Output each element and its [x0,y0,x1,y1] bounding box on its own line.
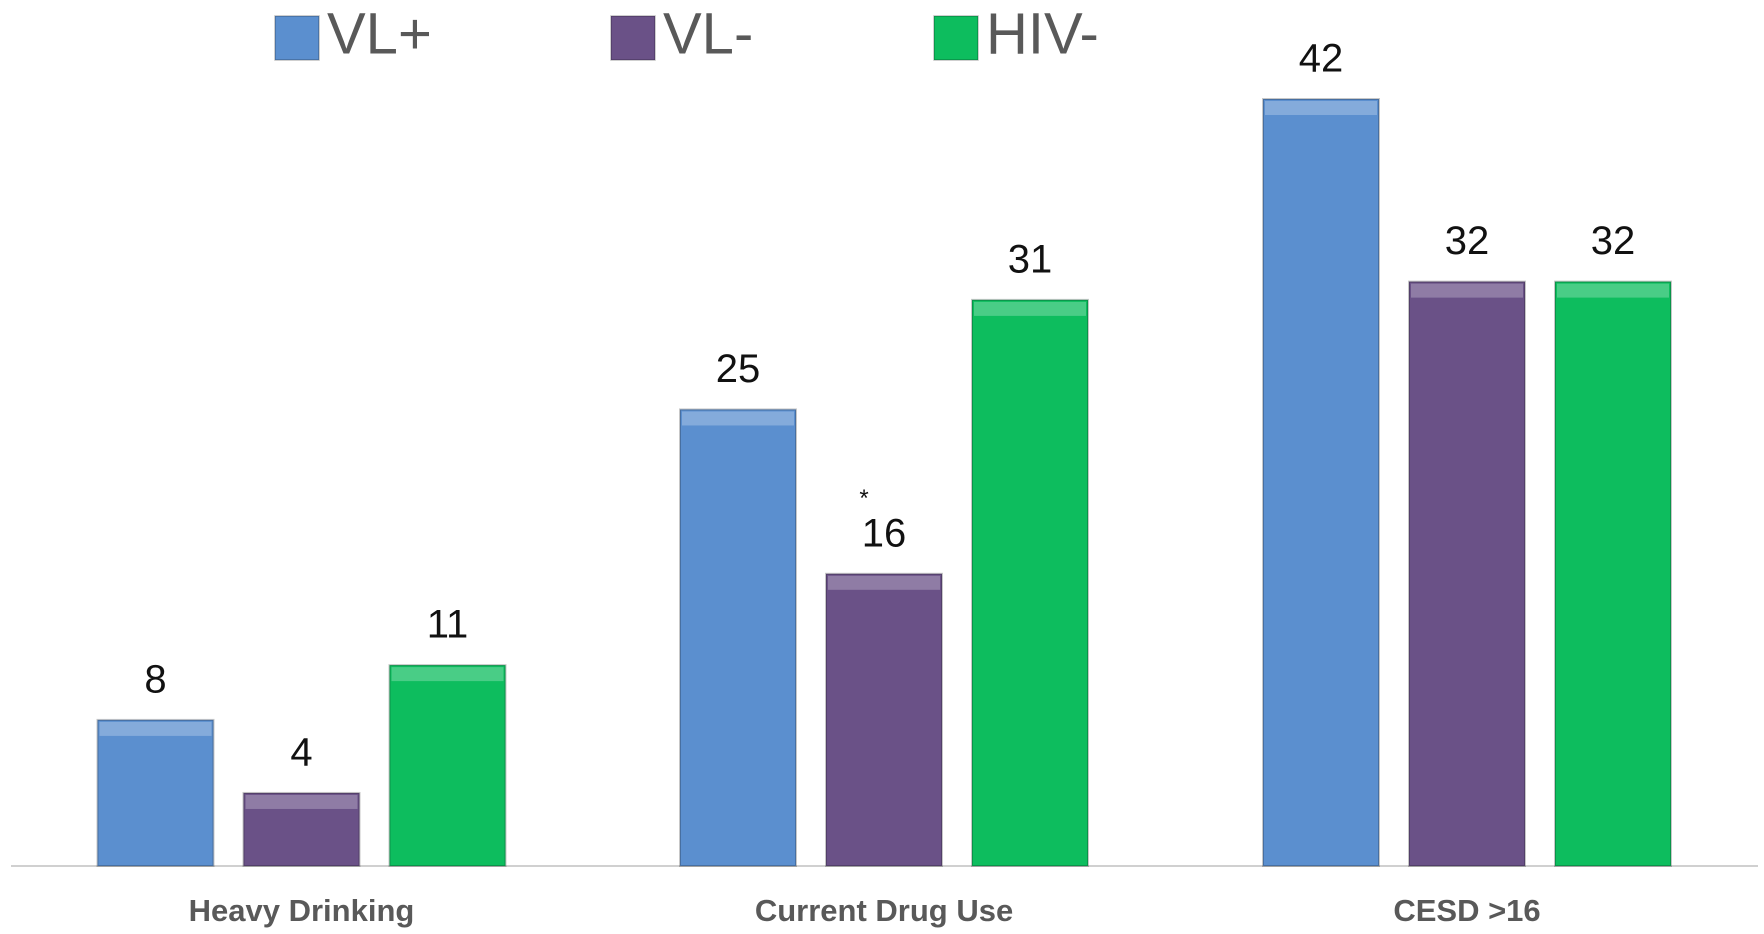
bar [242,791,361,868]
value-label: 32 [1591,219,1636,263]
legend-label: VL+ [327,1,432,66]
bar-bevel [245,794,358,809]
value-label: 4 [290,731,312,775]
bar-bevel [1265,101,1377,115]
legend-label: VL- [663,1,753,66]
bar [679,408,797,867]
bar-bevel [99,721,212,736]
bar [1408,280,1526,868]
bar [96,718,215,868]
bar-bevel [391,667,504,682]
value-label: 32 [1445,219,1490,263]
legend-swatch [933,15,979,61]
legend-swatch [274,15,320,61]
value-label: 8 [144,657,166,701]
x-tick-label: Heavy Drinking [189,893,415,928]
bar-bevel [1411,283,1523,298]
bar-bevel [974,301,1086,316]
x-tick-label: Current Drug Use [755,893,1013,928]
value-label: 11 [427,603,469,647]
bar-bevel [1557,283,1669,298]
bar [825,572,943,867]
bar [1262,98,1380,867]
value-label: 25 [716,347,761,391]
value-label: 16 [862,511,907,555]
bar [1554,280,1672,868]
bar [388,664,507,867]
bar-bevel [828,575,940,590]
bar-bevel [682,411,794,426]
annotation: * [859,485,868,512]
value-label: 42 [1299,37,1344,81]
bar [971,298,1089,867]
legend-label: HIV- [986,1,1099,66]
x-tick-label: CESD >16 [1393,893,1540,928]
value-label: 31 [1008,237,1053,281]
legend-swatch [610,15,656,61]
